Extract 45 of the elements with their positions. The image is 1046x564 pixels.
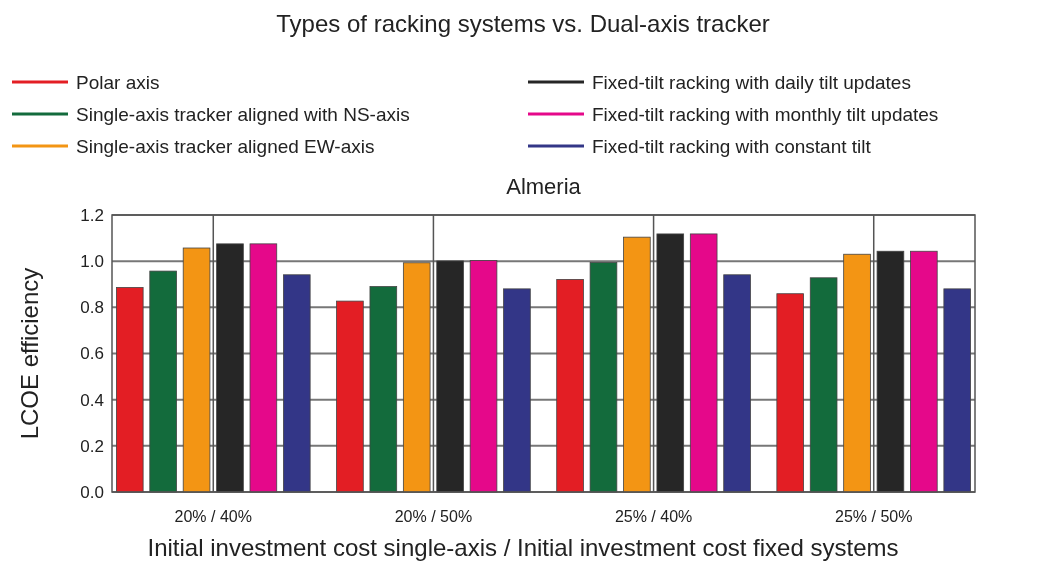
y-tick-label: 0.2 [80,436,104,456]
y-tick-label: 0.0 [80,482,104,502]
bar [369,286,398,493]
bar [776,293,804,493]
bar [116,287,144,493]
legend-label: Fixed-tilt racking with constant tilt [592,135,872,157]
y-tick-label: 0.6 [80,344,104,364]
bar [556,279,584,493]
x-tick-label: 25% / 40% [614,508,693,525]
bar [149,270,177,493]
chart-title: Types of racking systems vs. Dual-axis tracker [276,10,770,37]
bar [182,247,211,493]
x-tick-label: 20% / 50% [394,508,473,525]
bar [623,236,651,493]
y-tick-label: 0.4 [80,390,104,410]
y-tick-label: 1.2 [80,205,104,225]
bar [469,260,498,493]
bar [656,233,685,493]
bar [249,243,278,493]
bar [283,274,311,493]
bar [843,253,871,493]
x-tick-label: 25% / 50% [835,508,913,525]
bar [589,262,618,493]
bar [436,260,464,493]
bar [402,262,431,493]
x-tick-label: 20% / 40% [174,508,252,525]
bar [809,277,838,493]
bar [689,233,718,493]
y-axis-title: LCOE efficiency [16,267,43,440]
bar [216,243,244,493]
legend-label: Fixed-tilt racking with monthly tilt updates [592,103,939,125]
bar [943,288,971,493]
y-tick-label: 1.0 [80,252,104,272]
x-axis-title: Initial investment cost single-axis / Initial investment cost fixed systems [147,534,899,561]
legend-label: Single-axis tracker aligned with NS-axis [76,103,410,125]
bar [503,288,531,493]
chart-subtitle: Almeria [506,174,582,199]
legend-label: Single-axis tracker aligned EW-axis [76,135,375,157]
bar [910,250,938,493]
legend-label: Polar axis [76,71,160,93]
bar [336,300,364,493]
legend-label: Fixed-tilt racking with daily tilt updates [592,71,911,93]
y-tick-label: 0.8 [80,298,104,318]
bar [876,250,905,493]
bar [723,274,751,493]
